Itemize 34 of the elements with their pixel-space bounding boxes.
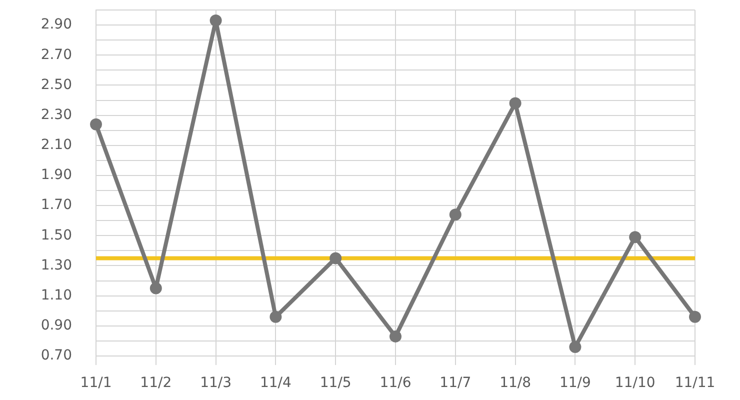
point <box>689 310 701 323</box>
x-tick-label: 11/3 <box>200 375 232 392</box>
y-tick-label: 1.90 <box>40 167 72 184</box>
point <box>90 118 102 130</box>
x-tick-label: 11/4 <box>260 375 292 392</box>
x-tick-label: 11/1 <box>80 375 112 392</box>
y-tick-label: 0.70 <box>40 348 72 364</box>
x-tick-label: 11/6 <box>380 375 412 392</box>
y-tick-label: 2.70 <box>40 46 72 63</box>
y-tick-label: 1.30 <box>40 257 72 274</box>
y-tick-label: 2.10 <box>40 137 72 154</box>
y-tick-label: 0.90 <box>40 318 72 334</box>
x-tick-label: 11/9 <box>559 375 591 392</box>
y-tick-label: 1.10 <box>40 287 72 304</box>
x-tick-label: 11/7 <box>440 375 472 392</box>
y-tick-label: 2.30 <box>40 106 72 123</box>
point <box>390 330 402 342</box>
x-tick-label: 11/2 <box>140 375 172 392</box>
y-tick-label: 2.90 <box>40 16 72 33</box>
point <box>270 310 282 323</box>
point <box>210 14 222 27</box>
point <box>330 252 342 264</box>
y-tick-label: 1.70 <box>40 197 72 214</box>
y-tick-label: 1.50 <box>40 227 72 244</box>
x-tick-label: 11/11 <box>674 375 716 392</box>
x-tick-label: 11/10 <box>614 375 656 392</box>
x-tick-label: 11/8 <box>500 375 532 392</box>
point <box>569 340 582 353</box>
y-tick-label: 2.50 <box>40 76 72 93</box>
point <box>509 97 522 110</box>
x-tick-label: 11/5 <box>320 375 352 392</box>
point <box>449 208 462 221</box>
point <box>629 231 642 244</box>
point <box>150 282 162 294</box>
